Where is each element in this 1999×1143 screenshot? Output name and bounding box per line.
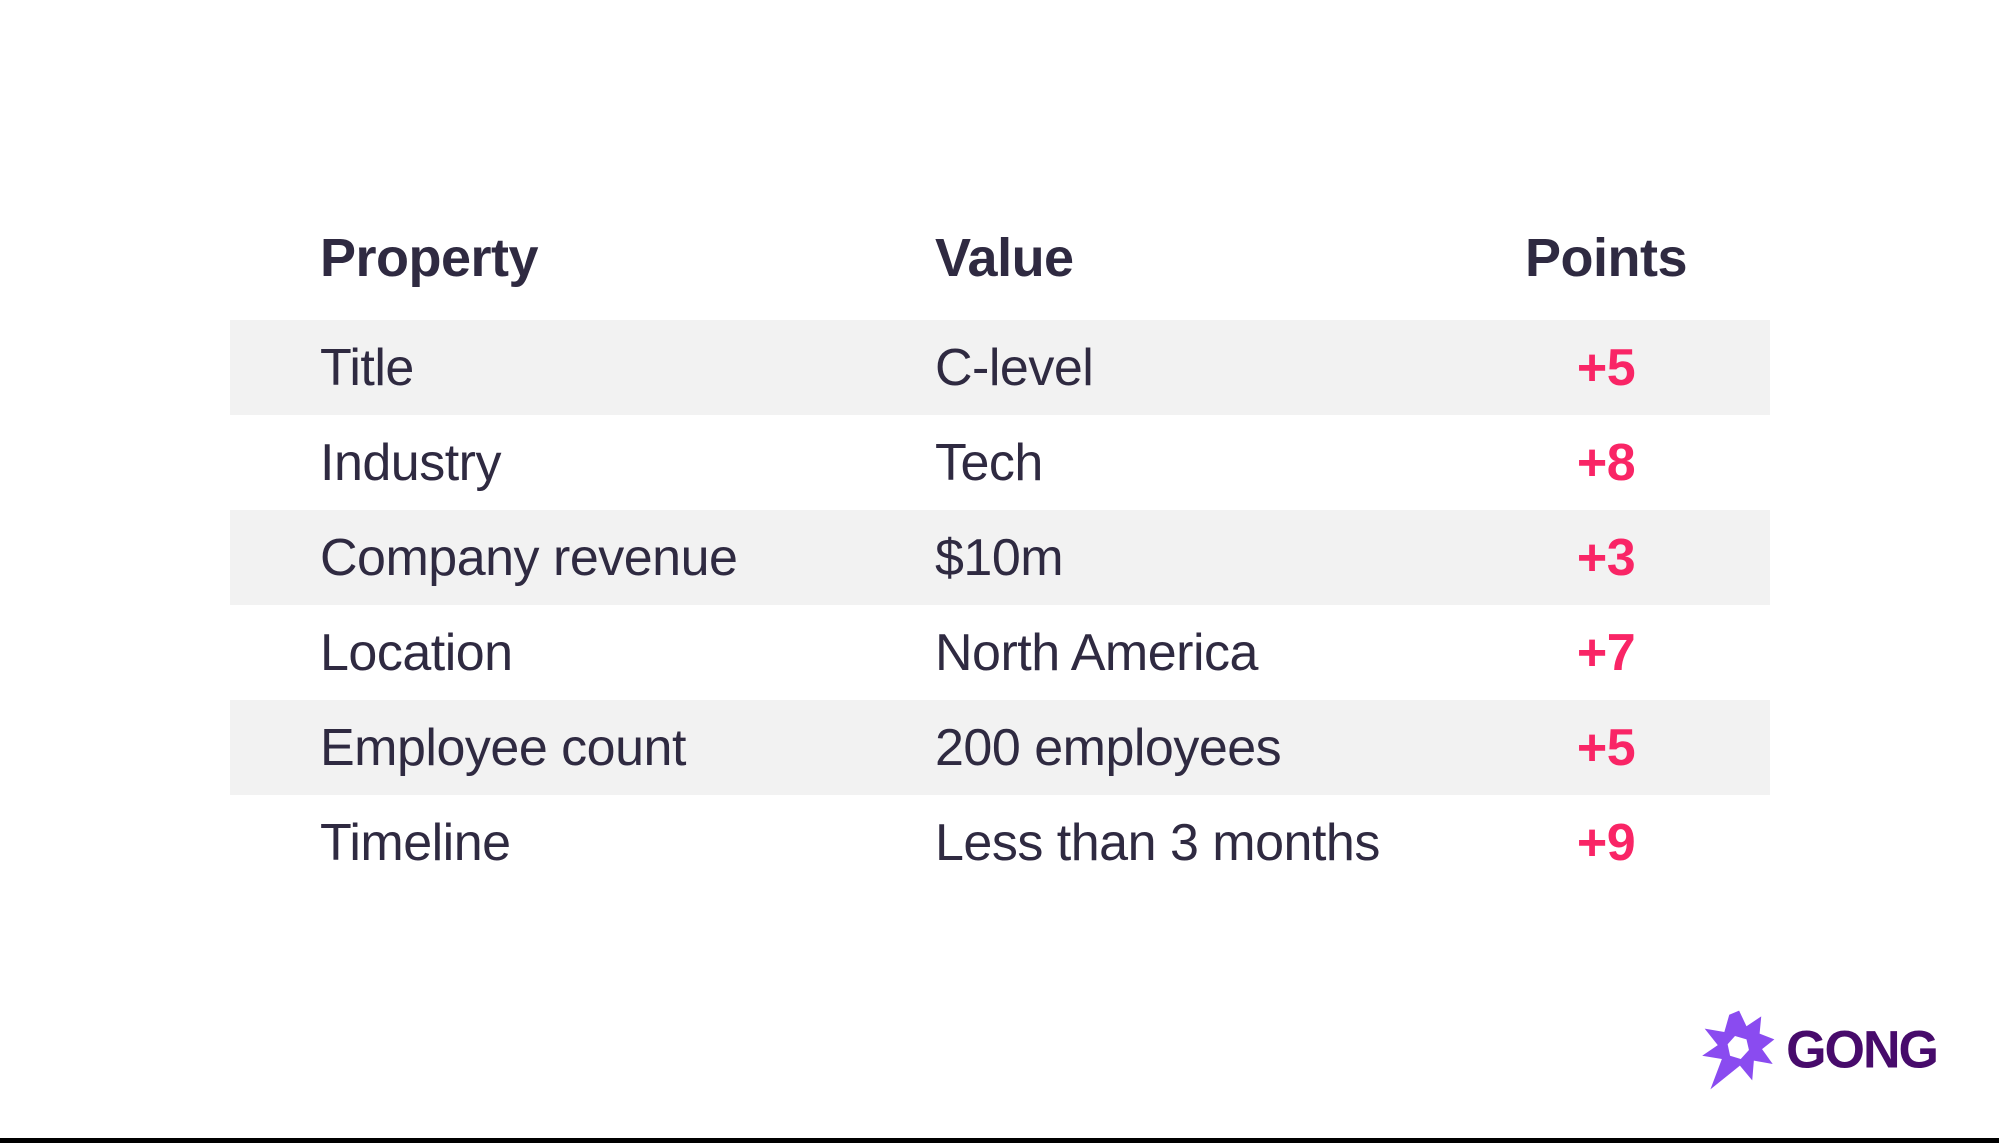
points-cell: +5 — [1576, 338, 1636, 397]
value-cell: C-level — [935, 338, 1094, 397]
column-header-points: Points — [1524, 227, 1688, 288]
table-row: Employee count 200 employees +5 — [230, 700, 1770, 795]
points-cell: +9 — [1576, 813, 1636, 872]
value-cell: 200 employees — [935, 718, 1282, 777]
property-cell: Title — [320, 338, 414, 397]
property-cell: Company revenue — [320, 528, 738, 587]
table-row: Location North America +7 — [230, 605, 1770, 700]
value-cell: $10m — [935, 528, 1064, 587]
points-cell: +3 — [1576, 528, 1636, 587]
points-cell: +7 — [1576, 623, 1636, 682]
table-row: Title C-level +5 — [230, 320, 1770, 415]
value-cell: Tech — [935, 433, 1043, 492]
table-row: Timeline Less than 3 months +9 — [230, 795, 1770, 890]
property-cell: Location — [320, 623, 513, 682]
property-cell: Industry — [320, 433, 501, 492]
lead-score-table: Property Value Points Title C-level +5 I… — [230, 195, 1770, 890]
points-cell: +8 — [1576, 433, 1636, 492]
table-body: Title C-level +5 Industry Tech +8 Compan… — [230, 320, 1770, 890]
gong-logo: GONG — [1694, 1009, 1939, 1091]
value-cell: Less than 3 months — [935, 813, 1380, 872]
value-cell: North America — [935, 623, 1258, 682]
table-row: Industry Tech +8 — [230, 415, 1770, 510]
gong-wordmark: GONG — [1786, 1020, 1939, 1080]
column-header-value: Value — [935, 227, 1074, 288]
property-cell: Employee count — [320, 718, 686, 777]
property-cell: Timeline — [320, 813, 511, 872]
bottom-black-bar — [0, 1138, 1999, 1143]
gong-starburst-icon — [1702, 1010, 1775, 1090]
table-header-row: Property Value Points — [230, 195, 1770, 320]
column-header-property: Property — [320, 227, 539, 288]
table-row: Company revenue $10m +3 — [230, 510, 1770, 605]
points-cell: +5 — [1576, 718, 1636, 777]
